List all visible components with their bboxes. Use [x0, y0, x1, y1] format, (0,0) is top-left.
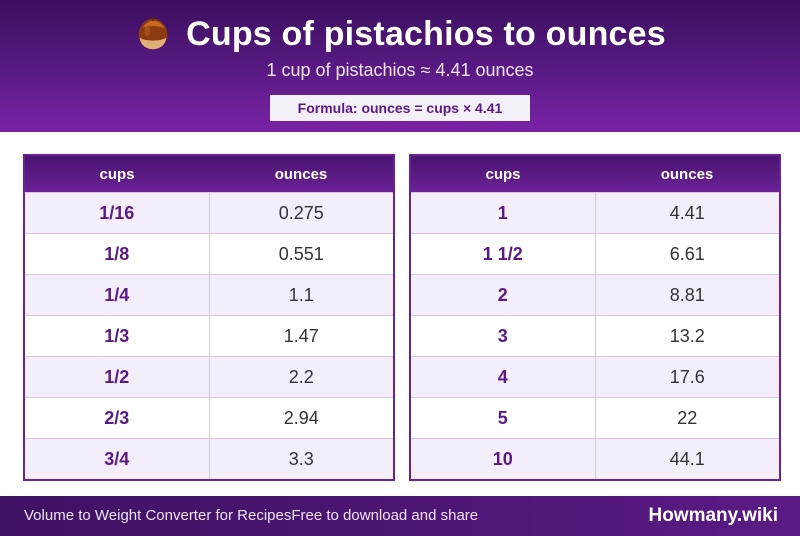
table-row: 2/3 2.94 [25, 397, 393, 438]
ounces-cell: 17.6 [669, 367, 705, 387]
cups-cell: 1/2 [25, 357, 210, 397]
ounces-cell: 2.2 [288, 367, 314, 387]
footer: Volume to Weight Converter for RecipesFr… [0, 496, 800, 536]
column-header-ounces: ounces [274, 166, 328, 183]
ounces-cell: 22 [677, 408, 698, 428]
subtitle: 1 cup of pistachios ≈ 4.41 ounces [266, 60, 534, 80]
formula-badge: Formula: ounces = cups × 4.41 [270, 95, 530, 121]
cups-cell: 2 [411, 275, 596, 315]
ounces-cell: 2.94 [283, 408, 319, 428]
cups-cell: 1/4 [25, 275, 210, 315]
ounces-cell: 3.3 [288, 449, 314, 469]
chestnut-icon [138, 16, 168, 50]
table-row: 3 13.2 [411, 315, 779, 356]
brand-logo-text[interactable]: Howmany.wiki [648, 505, 778, 526]
table-row: 1/8 0.551 [25, 233, 393, 274]
cups-cell: 4 [411, 357, 596, 397]
table-row: 10 44.1 [411, 438, 779, 479]
cups-cell: 1/16 [25, 193, 210, 233]
table-row: 1/16 0.275 [25, 192, 393, 233]
ounces-cell: 13.2 [669, 326, 705, 346]
page-title: Cups of pistachios to ounces [186, 14, 666, 53]
table-body: 1/16 0.275 1/8 0.551 1/4 1.1 1/3 1.47 1/… [25, 192, 393, 479]
title-row: Cups of pistachios to ounces [0, 12, 800, 56]
column-header-cups: cups [99, 166, 135, 183]
table-row: 1/2 2.2 [25, 356, 393, 397]
header: Cups of pistachios to ounces 1 cup of pi… [0, 0, 800, 132]
ounces-cell: 1.1 [288, 285, 314, 305]
cups-cell: 2/3 [25, 398, 210, 438]
footer-tagline: Volume to Weight Converter for Recipes [24, 507, 292, 524]
footer-share-note: Free to download and share [291, 507, 479, 524]
cups-cell: 1 [411, 193, 596, 233]
table-row: 1 1/2 6.61 [411, 233, 779, 274]
table-row: 1 4.41 [411, 192, 779, 233]
cups-cell: 3/4 [25, 439, 210, 479]
conversion-table-left: cups ounces 1/16 0.275 1/8 0.551 1/4 1.1… [23, 154, 395, 481]
table-row: 1/4 1.1 [25, 274, 393, 315]
table-row: 2 8.81 [411, 274, 779, 315]
cups-cell: 1/3 [25, 316, 210, 356]
table-header: cups ounces [25, 156, 393, 192]
ounces-cell: 6.61 [669, 244, 705, 264]
cups-cell: 5 [411, 398, 596, 438]
ounces-cell: 4.41 [669, 203, 705, 223]
ounces-cell: 0.275 [278, 203, 324, 223]
cups-cell: 10 [411, 439, 596, 479]
table-body: 1 4.41 1 1/2 6.61 2 8.81 3 13.2 4 17.6 5… [411, 192, 779, 479]
table-row: 3/4 3.3 [25, 438, 393, 479]
column-header-cups: cups [485, 166, 521, 183]
table-row: 1/3 1.47 [25, 315, 393, 356]
footer-text: Volume to Weight Converter for RecipesFr… [24, 496, 478, 536]
ounces-cell: 44.1 [669, 449, 705, 469]
conversion-table-right: cups ounces 1 4.41 1 1/2 6.61 2 8.81 3 1… [409, 154, 781, 481]
ounces-cell: 0.551 [278, 244, 324, 264]
cups-cell: 1/8 [25, 234, 210, 274]
ounces-cell: 8.81 [669, 285, 705, 305]
table-header: cups ounces [411, 156, 779, 192]
cups-cell: 3 [411, 316, 596, 356]
cups-cell: 1 1/2 [411, 234, 596, 274]
table-row: 5 22 [411, 397, 779, 438]
ounces-cell: 1.47 [283, 326, 319, 346]
table-row: 4 17.6 [411, 356, 779, 397]
column-header-ounces: ounces [660, 166, 714, 183]
